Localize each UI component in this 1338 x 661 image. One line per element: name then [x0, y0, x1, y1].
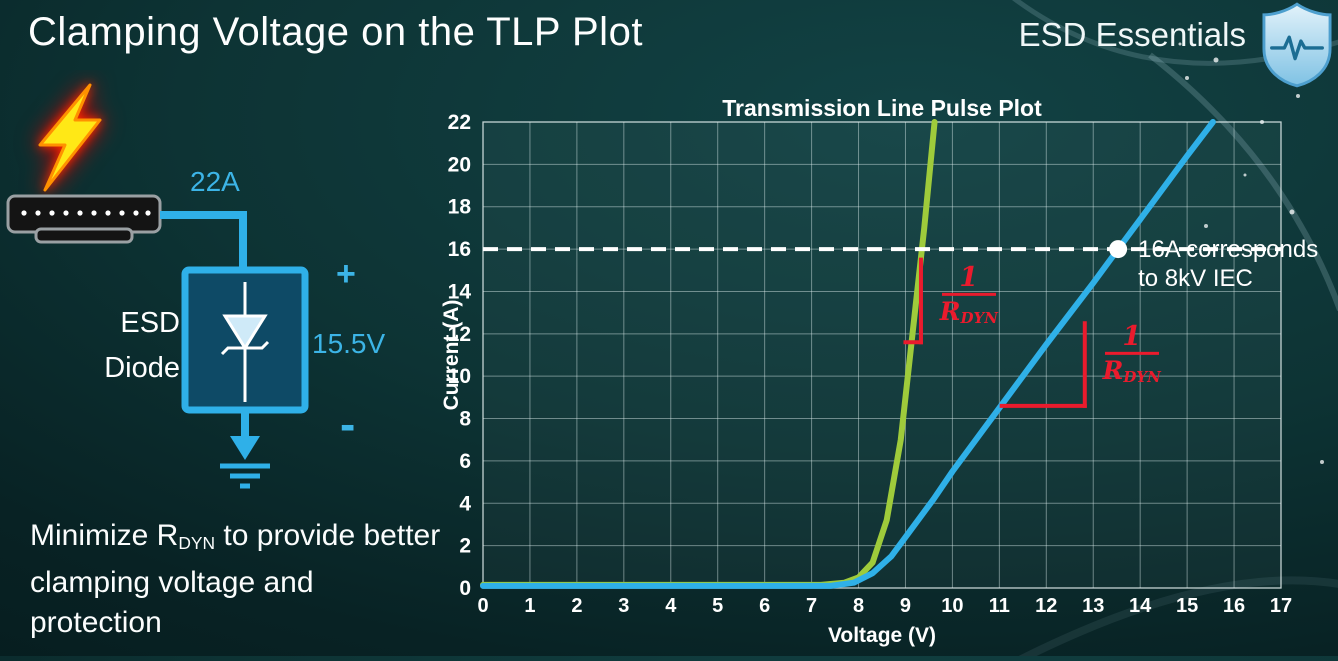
x-tick-label: 0	[477, 595, 488, 617]
wire	[160, 211, 247, 272]
x-tick-label: 13	[1082, 595, 1104, 617]
fraction-numerator: 1	[959, 261, 979, 293]
fraction-bar	[941, 292, 996, 296]
surge-current-label: 22A	[190, 166, 240, 197]
fraction-numerator: 1	[1122, 320, 1142, 352]
y-tick-label: 16	[448, 238, 471, 261]
x-tick-label: 5	[712, 595, 723, 617]
y-tick-label: 2	[459, 535, 471, 558]
rdyn-fraction-blue: 1 RDYN	[1097, 323, 1167, 391]
brand-label: ESD Essentials	[1018, 16, 1246, 53]
y-tick-label: 20	[448, 153, 471, 176]
marker-annotation: 16A corresponds to 8kV IEC	[1138, 235, 1318, 293]
marker-dot	[1109, 240, 1128, 259]
takeaway-subscript: DYN	[178, 532, 216, 553]
y-tick-label: 0	[459, 577, 471, 600]
clamp-voltage-label: 15.5V	[312, 328, 386, 359]
x-tick-label: 16	[1223, 595, 1245, 617]
plot-area	[483, 122, 1281, 588]
series-blue_curve_high_rdyn	[480, 119, 1216, 589]
x-tick-label: 14	[1129, 595, 1152, 617]
minus-sign: -	[340, 398, 356, 450]
y-tick-label: 6	[459, 450, 471, 473]
x-tick-label: 17	[1270, 595, 1292, 617]
fraction-denominator: RDYN	[1102, 355, 1161, 387]
device-label-line1: ESD	[120, 307, 180, 339]
y-tick-label: 8	[459, 408, 471, 431]
series-green_curve_low_rdyn	[480, 119, 938, 588]
page-title: Clamping Voltage on the TLP Plot	[28, 10, 643, 54]
x-axis-label: Voltage (V)	[827, 624, 937, 647]
rdyn-fraction-green: 1 RDYN	[934, 264, 1004, 332]
x-tick-label: 2	[571, 595, 582, 617]
fraction-denominator: RDYN	[939, 296, 998, 327]
x-tick-label: 10	[941, 595, 963, 617]
y-tick-label: 22	[448, 111, 471, 134]
takeaway-suffix: to provide better clamping voltage and p…	[30, 519, 441, 639]
device-label-line2: Diode	[104, 352, 180, 384]
plus-sign: +	[336, 255, 356, 293]
marker-annotation-line2: to 8kV IEC	[1138, 265, 1253, 293]
fraction-bar	[1104, 351, 1159, 355]
x-tick-label: 8	[853, 595, 864, 617]
x-tick-label: 7	[806, 595, 817, 617]
device-label: ESD Diode	[38, 301, 180, 391]
shield-pulse-icon	[1262, 2, 1332, 88]
takeaway-text: Minimize RDYN to provide better clamping…	[30, 516, 450, 643]
y-tick-label: 18	[448, 196, 472, 219]
x-tick-label: 12	[1035, 595, 1057, 617]
x-tick-label: 9	[900, 595, 911, 617]
y-axis-label: Current (A)	[440, 299, 463, 411]
x-tick-label: 6	[759, 595, 770, 617]
x-tick-label: 4	[665, 595, 677, 617]
x-tick-label: 11	[989, 595, 1010, 617]
x-tick-label: 1	[524, 595, 535, 617]
marker-annotation-line1: 16A corresponds	[1138, 236, 1319, 264]
lightning-bolt-icon	[38, 83, 102, 192]
ground-symbol	[220, 410, 270, 489]
zener-diode-symbol	[220, 282, 270, 402]
chart-title: Transmission Line Pulse Plot	[722, 95, 1042, 121]
takeaway-prefix: Minimize R	[30, 519, 179, 552]
plot-border	[482, 121, 1282, 589]
hdmi-connector-icon	[6, 194, 162, 244]
y-tick-label: 4	[459, 492, 471, 515]
x-tick-label: 15	[1176, 595, 1198, 617]
x-tick-label: 3	[618, 595, 629, 617]
esd-circuit-diagram	[6, 83, 309, 489]
